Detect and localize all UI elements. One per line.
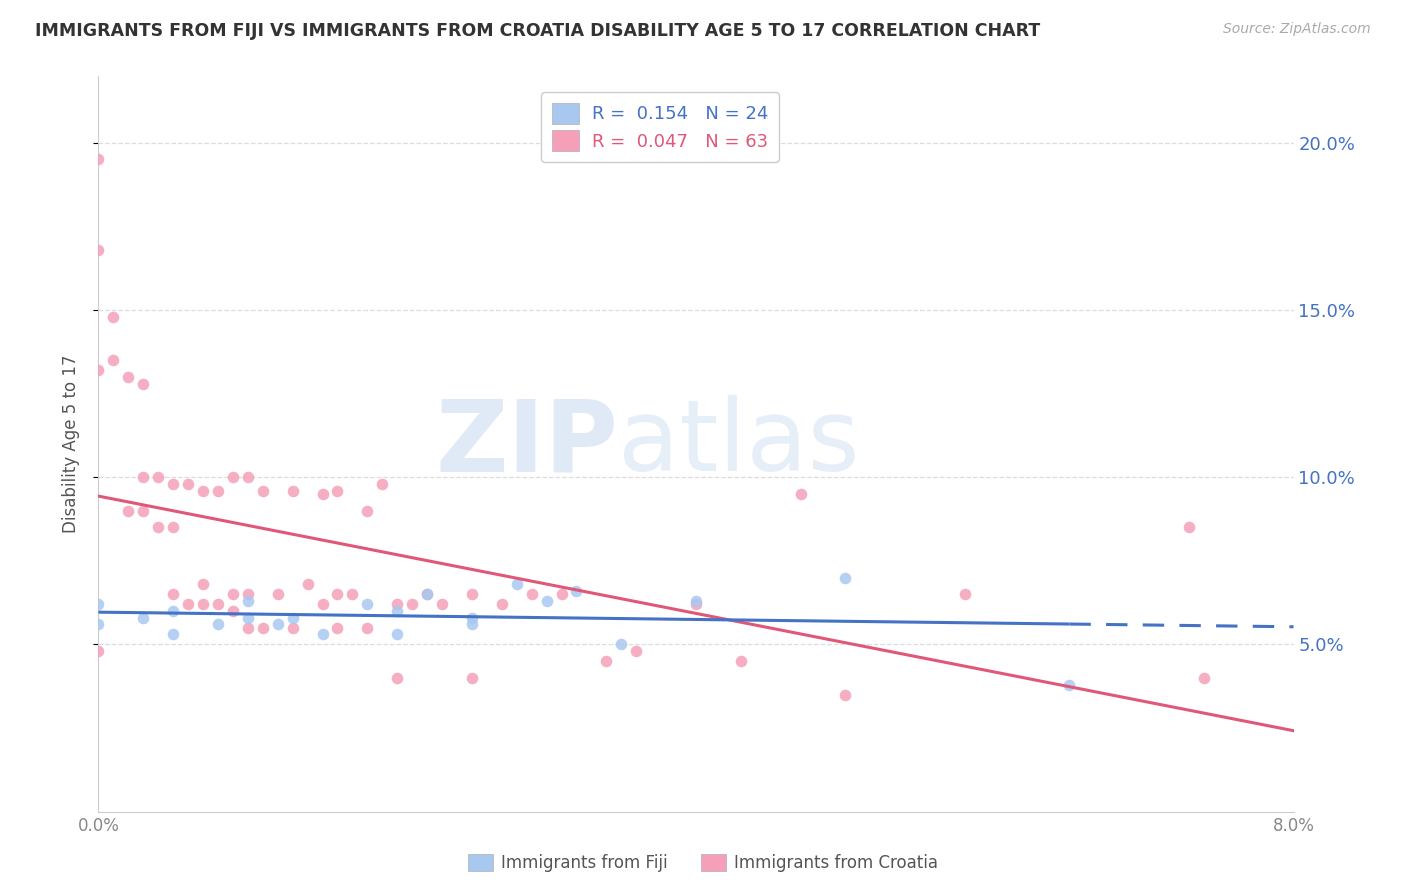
Point — [87, 153, 110, 167]
Point — [416, 587, 439, 601]
Point — [177, 476, 200, 491]
Point — [401, 598, 423, 612]
Point — [236, 621, 259, 635]
Point — [236, 470, 259, 484]
Point — [191, 598, 214, 612]
Legend: R =  0.154   N = 24, R =  0.047   N = 63: R = 0.154 N = 24, R = 0.047 N = 63 — [541, 92, 779, 162]
Point — [536, 594, 558, 608]
Text: ZIP: ZIP — [436, 395, 619, 492]
Point — [326, 483, 349, 498]
Point — [371, 476, 394, 491]
Point — [132, 376, 155, 391]
Point — [595, 654, 617, 668]
Point — [430, 598, 453, 612]
Point — [162, 587, 184, 601]
Point — [162, 520, 184, 534]
Point — [281, 621, 304, 635]
Point — [385, 598, 409, 612]
Point — [162, 604, 184, 618]
Point — [685, 594, 707, 608]
Point — [132, 610, 155, 624]
Point — [207, 483, 229, 498]
Point — [103, 310, 125, 324]
Point — [311, 627, 333, 641]
Point — [236, 594, 259, 608]
Point — [356, 503, 378, 517]
Point — [132, 503, 155, 517]
Point — [103, 353, 125, 368]
Point — [87, 243, 110, 257]
Point — [177, 598, 200, 612]
Point — [87, 363, 110, 377]
Point — [148, 520, 170, 534]
Point — [1059, 678, 1081, 692]
Point — [236, 610, 259, 624]
Point — [162, 627, 184, 641]
Point — [565, 583, 588, 598]
Point — [191, 483, 214, 498]
Point — [117, 369, 139, 384]
Point — [520, 587, 543, 601]
Point — [162, 476, 184, 491]
Point — [267, 617, 290, 632]
Point — [117, 503, 139, 517]
Point — [356, 598, 378, 612]
Point — [626, 644, 648, 658]
Point — [207, 598, 229, 612]
Point — [281, 610, 304, 624]
Point — [222, 470, 245, 484]
Point — [132, 470, 155, 484]
Point — [191, 577, 214, 591]
Point — [385, 627, 409, 641]
Legend: Immigrants from Fiji, Immigrants from Croatia: Immigrants from Fiji, Immigrants from Cr… — [461, 847, 945, 879]
Point — [326, 587, 349, 601]
Point — [222, 604, 245, 618]
Point — [730, 654, 752, 668]
Point — [506, 577, 529, 591]
Point — [685, 598, 707, 612]
Point — [252, 621, 274, 635]
Text: atlas: atlas — [619, 395, 860, 492]
Point — [222, 587, 245, 601]
Point — [207, 617, 229, 632]
Point — [461, 587, 484, 601]
Point — [550, 587, 572, 601]
Point — [87, 598, 110, 612]
Point — [148, 470, 170, 484]
Point — [461, 610, 484, 624]
Point — [236, 587, 259, 601]
Point — [326, 621, 349, 635]
Point — [385, 604, 409, 618]
Text: Source: ZipAtlas.com: Source: ZipAtlas.com — [1223, 22, 1371, 37]
Point — [311, 487, 333, 501]
Text: IMMIGRANTS FROM FIJI VS IMMIGRANTS FROM CROATIA DISABILITY AGE 5 TO 17 CORRELATI: IMMIGRANTS FROM FIJI VS IMMIGRANTS FROM … — [35, 22, 1040, 40]
Point — [834, 571, 856, 585]
Point — [252, 483, 274, 498]
Point — [789, 487, 811, 501]
Point — [281, 483, 304, 498]
Point — [416, 587, 439, 601]
Point — [953, 587, 976, 601]
Point — [87, 644, 110, 658]
Point — [342, 587, 364, 601]
Point — [267, 587, 290, 601]
Point — [461, 617, 484, 632]
Point — [491, 598, 513, 612]
Point — [461, 671, 484, 685]
Point — [1178, 520, 1201, 534]
Point — [297, 577, 319, 591]
Point — [834, 688, 856, 702]
Point — [356, 621, 378, 635]
Y-axis label: Disability Age 5 to 17: Disability Age 5 to 17 — [62, 354, 80, 533]
Point — [311, 598, 333, 612]
Point — [87, 617, 110, 632]
Point — [385, 671, 409, 685]
Point — [1192, 671, 1215, 685]
Point — [610, 637, 633, 651]
